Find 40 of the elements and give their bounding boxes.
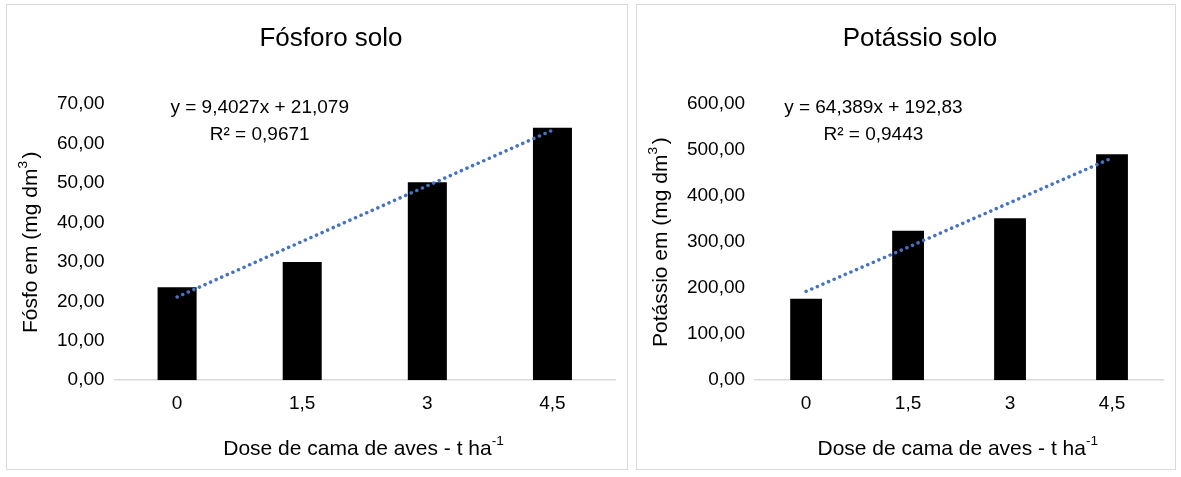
line-series [175, 128, 555, 299]
y-tick-label: 100,00 [686, 322, 746, 344]
chart-title: Fósforo solo [259, 21, 403, 52]
y-tick-label: 600,00 [686, 92, 746, 114]
x-tick-label: 0 [800, 391, 812, 413]
chart-title: Potássio solo [842, 21, 998, 52]
y-tick-label: 50,00 [57, 171, 105, 193]
y-tick-label: 20,00 [57, 289, 105, 311]
y-axis-title: Potássio em (mg dm3) [645, 137, 671, 348]
y-tick-label: 10,00 [57, 329, 105, 351]
x-tick-label: 1,5 [289, 391, 316, 413]
bar [282, 261, 322, 381]
bar [1096, 154, 1128, 381]
y-tick-label: 300,00 [686, 230, 746, 252]
bar [407, 182, 447, 381]
annotation: R² = 0,9671 [209, 123, 310, 145]
y-tick-label: 400,00 [686, 184, 746, 206]
y-tick-label: 500,00 [686, 138, 746, 160]
bar [994, 218, 1026, 381]
x-tick-label: 1,5 [894, 391, 922, 413]
y-tick-label: 70,00 [57, 92, 105, 114]
bar [157, 287, 197, 381]
x-tick-label: 4,5 [539, 391, 566, 413]
y-tick-label: 40,00 [57, 210, 105, 232]
y-tick-label: 200,00 [686, 276, 746, 298]
y-tick-label: 0,00 [67, 368, 105, 390]
x-tick-label: 3 [422, 391, 433, 413]
y-tick-label: 30,00 [57, 250, 105, 272]
bar [790, 298, 823, 381]
x-tick-label: 4,5 [1098, 391, 1126, 413]
annotation: y = 64,389x + 192,83 [784, 96, 963, 118]
x-tick-label: 0 [171, 391, 183, 413]
annotation: R² = 0,9443 [823, 123, 924, 145]
bar [892, 230, 924, 381]
x-tick-label: 3 [1004, 391, 1016, 413]
y-axis-title: Fósfo em (mg dm3) [15, 151, 41, 334]
bar [532, 127, 572, 381]
y-tick-label: 0,00 [708, 368, 746, 390]
annotation: y = 9,4027x + 21,079 [170, 96, 349, 118]
y-tick-label: 60,00 [57, 131, 105, 153]
